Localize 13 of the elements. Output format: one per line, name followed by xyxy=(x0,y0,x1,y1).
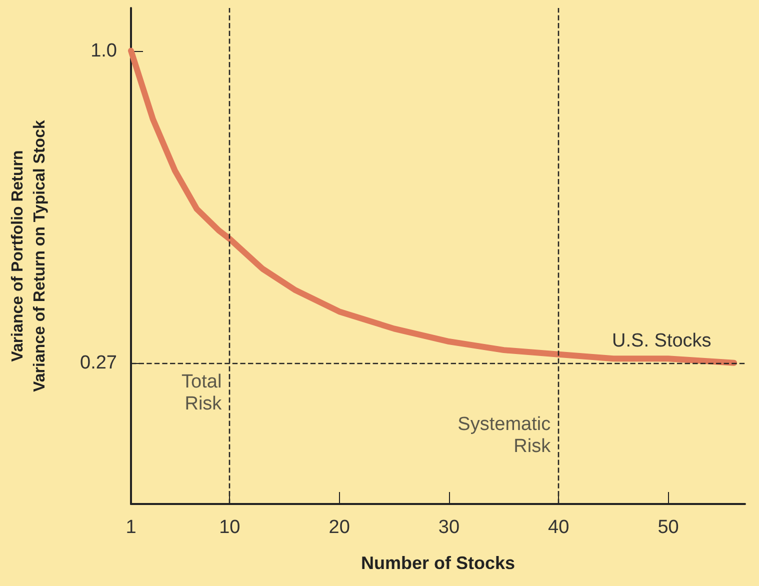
x-tick-label: 40 xyxy=(548,517,570,538)
y-tick-label: 0.27 xyxy=(80,352,117,374)
series-label: U.S. Stocks xyxy=(612,330,712,352)
x-tick-label: 30 xyxy=(438,517,460,538)
annotation: Systematic Risk xyxy=(458,414,552,458)
annotation: Total Risk xyxy=(182,371,222,414)
y-tick-label: 1.0 xyxy=(90,40,117,62)
x-tick-label: 10 xyxy=(219,517,240,538)
x-tick-label: 20 xyxy=(328,517,350,538)
x-axis-title: Number of Stocks xyxy=(360,553,516,573)
x-tick-label: 1 xyxy=(126,517,136,538)
x-tick-label: 50 xyxy=(658,517,679,538)
y-axis-title: Variance of Portfolio Return Variance of Return on Typical Stock xyxy=(10,120,48,392)
